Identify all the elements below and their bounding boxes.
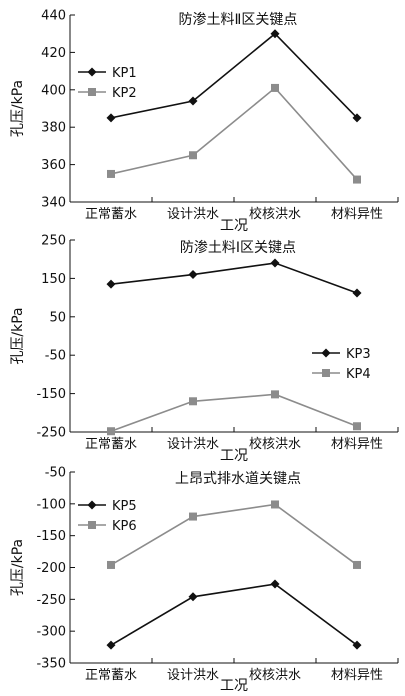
chart-title: 防渗土料Ⅰ区关键点 <box>180 240 296 256</box>
legend-marker <box>88 521 96 529</box>
legend-marker <box>321 348 331 358</box>
y-tick-label: -100 <box>36 497 66 512</box>
x-tick-label: 正常蓄水 <box>85 207 137 222</box>
x-tick-label: 校核洪水 <box>249 436 301 452</box>
legend-label: KP5 <box>112 499 137 514</box>
x-tick-label: 设计洪水 <box>167 207 219 222</box>
x-axis-label: 工况 <box>220 218 248 234</box>
data-point <box>352 640 362 650</box>
data-point <box>353 422 361 431</box>
legend-marker <box>87 500 97 510</box>
x-tick-label: 材料异性 <box>331 437 383 452</box>
chart-title: 防渗土料Ⅱ区关键点 <box>179 12 298 28</box>
data-point <box>271 500 279 509</box>
y-tick-label: -200 <box>36 561 66 576</box>
data-point <box>107 169 115 178</box>
legend-entry-KP5: KP5 <box>78 499 137 514</box>
series-KP5 <box>106 579 362 650</box>
data-point <box>106 640 116 650</box>
y-tick-label: 420 <box>41 46 66 61</box>
legend-entry-KP1: KP1 <box>78 66 137 81</box>
legend-label: KP1 <box>112 66 137 81</box>
data-point <box>270 29 280 39</box>
data-point <box>271 83 279 92</box>
series-line <box>110 503 358 566</box>
y-tick-label: 150 <box>41 272 66 287</box>
series-line <box>110 32 358 119</box>
x-tick-label: 设计洪水 <box>167 668 219 683</box>
y-tick-label: 250 <box>41 234 66 249</box>
series-KP6 <box>107 500 361 569</box>
x-tick-label: 材料异性 <box>331 207 383 222</box>
y-tick-label: 340 <box>41 196 66 211</box>
legend-entry-KP2: KP2 <box>78 86 137 101</box>
x-tick-label: 设计洪水 <box>167 437 219 452</box>
series-KP3 <box>106 258 362 298</box>
data-point <box>106 279 116 289</box>
y-tick-label: -250 <box>36 593 66 608</box>
data-point <box>271 390 279 399</box>
data-point <box>107 560 115 569</box>
series-line <box>110 583 358 646</box>
x-axis-label: 工况 <box>220 678 248 694</box>
legend-entry-KP6: KP6 <box>78 519 137 534</box>
chart-panel-3: -350 -300 -250 -200 -150 -100 -50 正常蓄水 设计洪水 校核洪水 材… <box>10 466 399 694</box>
y-tick-label: -250 <box>36 426 66 441</box>
data-point <box>353 560 361 569</box>
x-tick-label: 校核洪水 <box>249 667 301 683</box>
y-tick-label: 400 <box>41 83 66 98</box>
chart-panel-1: 340 360 380 400 420 440 正常蓄水 设计洪水 校核洪水 材料异性 防渗土料Ⅱ区… <box>10 9 399 234</box>
data-point <box>353 175 361 184</box>
data-point <box>352 113 362 123</box>
y-tick-label: -50 <box>45 349 66 364</box>
x-tick-label: 校核洪水 <box>249 206 301 222</box>
data-point <box>188 592 198 602</box>
data-point <box>270 579 280 589</box>
legend-entry-KP4: KP4 <box>312 367 371 382</box>
series-KP4 <box>107 390 361 436</box>
legend-marker <box>87 67 97 77</box>
y-tick-label: -50 <box>45 466 66 481</box>
data-point <box>189 151 197 160</box>
legend-entry-KP3: KP3 <box>312 347 371 362</box>
x-tick-label: 正常蓄水 <box>85 668 137 683</box>
y-tick-label: 380 <box>41 121 66 136</box>
legend-label: KP6 <box>112 519 137 534</box>
data-point <box>270 258 280 268</box>
y-tick-label: -150 <box>36 387 66 402</box>
series-line <box>110 393 358 432</box>
chart-panel-2: -250 -150 -50 50 150 250 正常蓄水 设计洪水 校核洪水 材料异性 防渗土料Ⅰ… <box>10 234 399 464</box>
data-point <box>189 397 197 406</box>
data-point <box>189 512 197 521</box>
y-tick-label: -300 <box>36 625 66 640</box>
series-KP1 <box>106 29 362 123</box>
data-point <box>106 113 116 123</box>
series-line <box>110 262 358 294</box>
x-tick-label: 材料异性 <box>331 668 383 683</box>
data-point <box>352 288 362 298</box>
y-tick-label: 50 <box>49 310 66 325</box>
chart-title: 上昂式排水道关键点 <box>175 471 301 487</box>
y-axis-label: 孔压/kPa <box>10 539 26 596</box>
legend-label: KP2 <box>112 86 137 101</box>
legend-marker <box>88 88 96 96</box>
data-point <box>107 427 115 436</box>
y-tick-label: -150 <box>36 529 66 544</box>
y-axis-label: 孔压/kPa <box>10 80 26 137</box>
y-tick-label: -350 <box>36 657 66 672</box>
x-tick-label: 正常蓄水 <box>85 437 137 452</box>
legend-label: KP3 <box>346 347 371 362</box>
data-point <box>188 270 198 280</box>
legend-marker <box>322 369 330 377</box>
y-axis-label: 孔压/kPa <box>10 307 26 364</box>
y-tick-label: 440 <box>41 9 66 24</box>
series-line <box>110 86 358 181</box>
series-KP2 <box>107 83 361 184</box>
legend-label: KP4 <box>346 367 371 382</box>
x-axis-label: 工况 <box>220 448 248 464</box>
y-tick-label: 360 <box>41 158 66 173</box>
data-point <box>188 96 198 106</box>
